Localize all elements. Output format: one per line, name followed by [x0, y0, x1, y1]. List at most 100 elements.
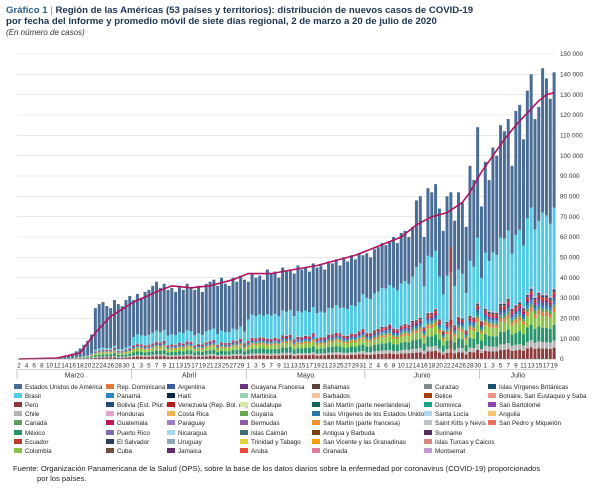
bar-segment: [82, 357, 86, 359]
bar-segment: [277, 349, 281, 354]
legend-item: Colombia: [14, 447, 52, 456]
bar-segment: [239, 341, 243, 343]
bar-segment: [338, 333, 342, 335]
bar-segment: [292, 344, 296, 346]
bar-segment: [518, 320, 522, 332]
bar-segment: [223, 283, 227, 333]
bar-segment: [158, 287, 162, 333]
bar-day: [277, 277, 281, 359]
bar-segment: [544, 78, 548, 216]
legend-label: Islas Vírgenes de los Estados Unidos: [323, 411, 428, 419]
bar-segment: [174, 335, 178, 345]
bar-segment: [476, 315, 480, 319]
bar-segment: [273, 348, 277, 354]
bar-segment: [372, 335, 376, 337]
bar-segment: [407, 349, 411, 354]
bar-segment: [548, 310, 552, 315]
bar-segment: [365, 297, 369, 333]
x-tick-label: 16: [421, 363, 429, 370]
bar-segment: [457, 321, 461, 324]
bar-segment: [292, 342, 296, 344]
bar-segment: [315, 340, 319, 342]
bar-segment: [487, 313, 491, 316]
bar-segment: [380, 330, 384, 333]
bar-segment: [204, 345, 208, 347]
bar-segment: [307, 338, 311, 340]
bar-segment: [544, 308, 548, 313]
bar-segment: [430, 256, 434, 312]
legend-label: Bolivia (Est. Plur. de): [117, 402, 176, 410]
bar-segment: [552, 291, 556, 295]
bar-segment: [426, 325, 430, 329]
bar-segment: [403, 331, 407, 334]
bar-segment: [430, 312, 434, 315]
bar-segment: [132, 346, 136, 347]
bar-segment: [265, 353, 269, 356]
bar-segment: [533, 307, 537, 311]
bar-day: [395, 243, 399, 359]
bar-segment: [334, 305, 338, 333]
bar-day: [460, 202, 464, 359]
bar-segment: [170, 346, 174, 348]
bar-segment: [319, 265, 323, 312]
bar-segment: [200, 291, 204, 335]
legend-label: Bonaire, San Eustaquio y Saba: [499, 393, 587, 401]
bar-segment: [292, 341, 296, 343]
bar-segment: [395, 337, 399, 339]
bar-segment: [242, 344, 246, 345]
bar-segment: [457, 316, 461, 318]
x-tick-label: 29: [237, 363, 245, 370]
bar-segment: [437, 320, 441, 323]
bar-segment: [533, 297, 537, 300]
bar-segment: [437, 329, 441, 333]
bar-segment: [487, 319, 491, 323]
legend-label: San Vicente y las Granadinas: [323, 438, 406, 446]
bar-segment: [460, 339, 464, 349]
bar-segment: [552, 287, 556, 290]
bar-segment: [342, 307, 346, 336]
bar-segment: [212, 279, 216, 329]
bar-segment: [392, 338, 396, 345]
bar-segment: [495, 322, 499, 326]
bar-segment: [422, 237, 426, 287]
bar-segment: [384, 333, 388, 336]
bar-day: [208, 281, 212, 359]
bar-segment: [365, 352, 369, 355]
bar-segment: [235, 354, 239, 357]
bar-segment: [300, 341, 304, 343]
bar-segment: [491, 324, 495, 328]
bar-day: [468, 165, 472, 359]
bar-segment: [464, 333, 468, 336]
bar-segment: [334, 332, 338, 334]
legend-label: Guatemala: [117, 420, 148, 428]
y-tick-label: 110 000: [560, 133, 583, 140]
bar-segment: [411, 276, 415, 321]
bar-day: [510, 165, 514, 359]
bar-segment: [483, 345, 487, 351]
bar-segment: [518, 349, 522, 359]
x-tick-label: 3: [254, 363, 258, 370]
bar-segment: [288, 342, 292, 348]
bar-segment: [418, 317, 422, 318]
bar-segment: [506, 300, 510, 304]
bar-day: [307, 271, 311, 359]
bar-segment: [162, 343, 166, 344]
bar-segment: [476, 318, 480, 322]
bar-segment: [281, 339, 285, 341]
bar-segment: [533, 299, 537, 303]
bar-segment: [200, 356, 204, 359]
bar-segment: [414, 348, 418, 353]
bar-segment: [296, 336, 300, 338]
bar-segment: [392, 328, 396, 330]
bar-segment: [273, 344, 277, 349]
legend-swatch: [424, 420, 432, 426]
bar-segment: [491, 336, 495, 347]
x-tick-label: 26: [107, 363, 115, 370]
bar-segment: [90, 356, 94, 358]
bar-segment: [457, 320, 461, 322]
bar-segment: [239, 345, 243, 350]
bar-segment: [300, 342, 304, 345]
bar-segment: [170, 349, 174, 352]
bar-segment: [304, 336, 308, 338]
bar-segment: [495, 311, 499, 313]
